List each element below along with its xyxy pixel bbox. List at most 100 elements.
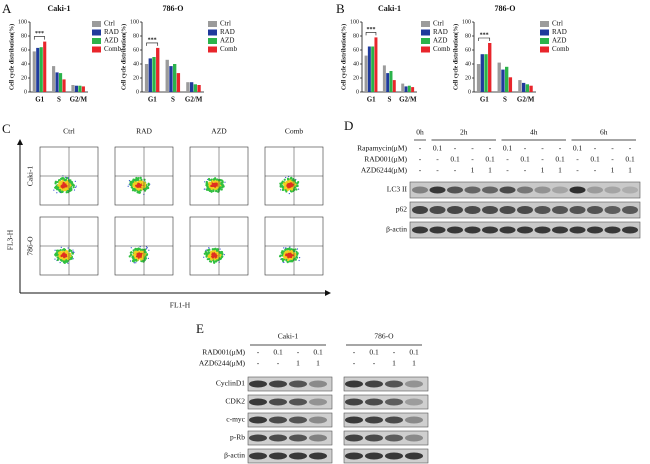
flow-dot bbox=[216, 257, 219, 260]
lane-value: - bbox=[506, 155, 509, 164]
band bbox=[534, 186, 551, 194]
flow-dot bbox=[72, 251, 74, 253]
flow-dot bbox=[56, 180, 59, 184]
bar bbox=[367, 46, 371, 92]
legend-swatch bbox=[540, 46, 549, 53]
band bbox=[385, 398, 403, 406]
bar bbox=[176, 73, 181, 92]
lane-value: 1 bbox=[628, 166, 632, 175]
band bbox=[429, 186, 446, 194]
flow-dot bbox=[65, 259, 68, 262]
lane-value: - bbox=[559, 144, 562, 153]
legend-swatch bbox=[540, 21, 549, 27]
flow-dot bbox=[145, 187, 149, 190]
band bbox=[405, 398, 423, 406]
lane-value: - bbox=[524, 144, 527, 153]
y-tick-label: 40 bbox=[353, 61, 359, 67]
x-tick-label: G2/M bbox=[517, 96, 535, 104]
annotation: *** bbox=[148, 37, 157, 43]
band bbox=[412, 226, 428, 234]
flow-dot bbox=[287, 258, 290, 262]
band bbox=[309, 452, 327, 460]
flow-dot bbox=[219, 187, 222, 190]
flow-dot bbox=[293, 252, 297, 255]
protein-label: p62 bbox=[396, 205, 408, 214]
lane-value: - bbox=[419, 166, 422, 175]
bar bbox=[411, 87, 415, 92]
flow-dot bbox=[130, 181, 133, 184]
flow-dot bbox=[62, 181, 65, 185]
significance-bracket bbox=[365, 32, 377, 36]
flow-dot bbox=[287, 247, 290, 251]
y-tick-label: 40 bbox=[465, 61, 471, 67]
flow-dot bbox=[294, 186, 297, 189]
legend-label: RAD bbox=[552, 28, 567, 36]
band bbox=[587, 186, 603, 194]
flow-plot bbox=[39, 146, 99, 206]
band bbox=[517, 226, 533, 234]
flow-dot bbox=[130, 183, 133, 187]
flow-dot bbox=[284, 189, 287, 192]
bar bbox=[374, 37, 378, 92]
y-tick-label: 0 bbox=[136, 89, 139, 95]
band bbox=[534, 206, 551, 214]
lane-value: - bbox=[373, 359, 376, 368]
flow-dot bbox=[220, 255, 224, 259]
flow-dot bbox=[283, 247, 285, 249]
lane-value: 1 bbox=[471, 166, 475, 175]
flow-dot bbox=[134, 248, 137, 251]
band bbox=[412, 206, 428, 214]
bar bbox=[165, 59, 169, 92]
time-label: 4h bbox=[530, 128, 538, 137]
lane-value: - bbox=[277, 359, 280, 368]
flow-dot bbox=[131, 259, 134, 263]
flow-dot bbox=[289, 255, 292, 259]
bar bbox=[156, 47, 160, 92]
treatment-label: AZD6244(μM) bbox=[361, 166, 408, 175]
band bbox=[482, 206, 498, 214]
flow-dot bbox=[131, 180, 134, 183]
bar bbox=[197, 85, 201, 92]
lane-value: - bbox=[436, 166, 439, 175]
flow-dot bbox=[211, 248, 214, 251]
flow-dot bbox=[141, 248, 144, 251]
flow-dot bbox=[218, 181, 221, 184]
annotation: *** bbox=[367, 27, 376, 33]
flow-dot bbox=[145, 254, 148, 257]
band bbox=[464, 226, 481, 234]
flow-dot bbox=[54, 249, 56, 251]
flow-column-label: Comb bbox=[285, 127, 304, 136]
lane-value: 1 bbox=[412, 359, 416, 368]
flow-dot bbox=[293, 179, 297, 182]
lane-value: - bbox=[541, 155, 544, 164]
x-tick-label: G2/M bbox=[70, 96, 88, 104]
flow-dot bbox=[279, 189, 282, 191]
protein-label: CyclinD1 bbox=[216, 379, 245, 388]
flow-dot bbox=[289, 187, 292, 191]
lane-value: 1 bbox=[611, 166, 615, 175]
band bbox=[517, 206, 533, 214]
flow-dot bbox=[215, 186, 219, 189]
flow-dot bbox=[147, 257, 149, 260]
flow-dot bbox=[137, 255, 140, 258]
flow-dot bbox=[209, 260, 213, 263]
band bbox=[482, 226, 498, 234]
lane-value: 0.1 bbox=[485, 155, 495, 164]
protein-label: β-actin bbox=[386, 225, 407, 234]
flow-dot bbox=[72, 249, 74, 251]
flow-dot bbox=[133, 251, 136, 254]
annotation: *** bbox=[35, 31, 44, 37]
treatment-label: RAD001(μM) bbox=[202, 348, 245, 357]
y-tick-label: 60 bbox=[133, 47, 139, 53]
flow-dot bbox=[139, 248, 142, 251]
y-tick-label: 60 bbox=[353, 47, 359, 53]
bar bbox=[169, 66, 173, 92]
flow-dot bbox=[139, 246, 141, 248]
band bbox=[569, 226, 586, 234]
band bbox=[289, 398, 307, 406]
flow-dot bbox=[66, 256, 70, 259]
flow-dot bbox=[138, 253, 141, 256]
bar bbox=[404, 86, 408, 92]
band bbox=[309, 416, 327, 424]
